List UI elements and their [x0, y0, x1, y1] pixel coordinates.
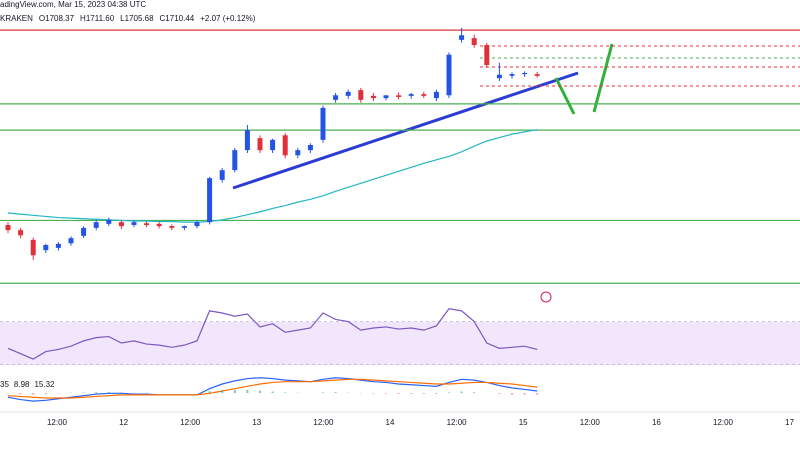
- candle-body: [207, 178, 213, 223]
- candle-body: [496, 74, 502, 79]
- candle-body: [509, 74, 515, 76]
- x-tick-label: 13: [252, 418, 261, 427]
- candle-body: [18, 230, 24, 236]
- candle-body: [169, 226, 175, 228]
- candle-body: [5, 225, 11, 231]
- candle-body: [320, 107, 326, 140]
- ma-line: [7, 128, 538, 223]
- candle-body: [534, 74, 540, 76]
- candle-body: [93, 222, 99, 228]
- x-tick-label: 17: [785, 418, 794, 427]
- x-tick-label: 12: [119, 418, 128, 427]
- arrow: [554, 77, 576, 115]
- candle-body: [421, 94, 427, 96]
- candle-body: [396, 95, 402, 97]
- candle-body: [257, 138, 263, 151]
- macd-line: [7, 377, 538, 402]
- macd-label: 8.98: [14, 380, 30, 389]
- macd-label: 35: [0, 380, 9, 389]
- candle-body: [194, 222, 200, 227]
- x-tick-label: 16: [652, 418, 661, 427]
- candle-body: [68, 238, 74, 244]
- candle-body: [358, 90, 364, 100]
- ohlc-label: L1705.68: [120, 14, 154, 23]
- candle-body: [484, 45, 490, 65]
- candle-body: [522, 73, 528, 75]
- candle-body: [30, 239, 36, 256]
- candle-body: [471, 38, 477, 45]
- candle-body: [446, 54, 452, 96]
- candle-body: [81, 227, 87, 236]
- ohlc-label: +2.07 (+0.12%): [200, 14, 255, 23]
- candle-body: [370, 95, 376, 99]
- arrow: [592, 43, 614, 113]
- candle-body: [383, 95, 389, 99]
- candle-body: [181, 226, 187, 228]
- candle-body: [270, 139, 276, 151]
- dividend-icon: [540, 291, 552, 303]
- candle-body: [55, 243, 61, 248]
- ohlc-label: O1708.37: [39, 14, 75, 23]
- ohlc-label: KRAKEN: [0, 14, 33, 23]
- candle-body: [43, 245, 49, 251]
- x-tick-label: 14: [386, 418, 395, 427]
- candle-body: [118, 222, 124, 227]
- candle-body: [219, 170, 225, 180]
- header: adingView.com, Mar 15, 2023 04:38 UTC: [0, 0, 146, 9]
- ohlc-label: H1711.60: [80, 14, 115, 23]
- candle-body: [333, 95, 339, 100]
- candle-body: [459, 35, 465, 40]
- macd-line: [7, 378, 538, 399]
- candle-body: [295, 150, 301, 156]
- ohlc-label: C1710.44: [160, 14, 195, 23]
- candle-body: [106, 219, 112, 224]
- macd-label: 15.32: [34, 380, 55, 389]
- x-tick-label: 12:00: [47, 418, 68, 427]
- x-tick-label: 12:00: [447, 418, 468, 427]
- candle-body: [433, 91, 439, 99]
- candle-body: [408, 94, 414, 96]
- candle-body: [144, 223, 150, 225]
- x-tick-label: 12:00: [713, 418, 734, 427]
- x-tick-label: 12:00: [580, 418, 601, 427]
- candle-body: [232, 150, 238, 171]
- candle-body: [307, 145, 313, 151]
- candle-body: [131, 222, 137, 225]
- candle-body: [156, 223, 162, 227]
- x-tick-label: 15: [519, 418, 528, 427]
- candle-body: [282, 135, 288, 156]
- x-tick-label: 12:00: [180, 418, 201, 427]
- x-tick-label: 12:00: [313, 418, 334, 427]
- candle-body: [345, 91, 351, 96]
- candle-body: [244, 130, 250, 151]
- rsi-line: [7, 308, 538, 360]
